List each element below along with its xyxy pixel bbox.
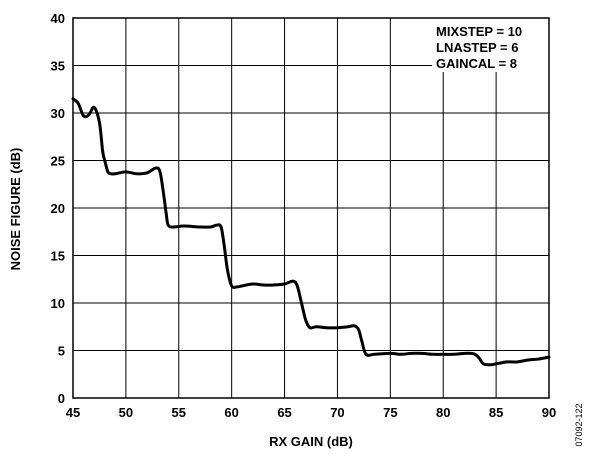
x-tick-label: 80 xyxy=(436,405,450,420)
annotation-line: MIXSTEP = 10 xyxy=(436,24,522,39)
annotation-box: MIXSTEP = 10 LNASTEP = 6 GAINCAL = 8 xyxy=(436,24,522,71)
y-tick-label: 40 xyxy=(51,11,65,26)
x-tick-label: 50 xyxy=(119,405,133,420)
x-tick-label: 65 xyxy=(277,405,291,420)
y-tick-label: 35 xyxy=(51,59,65,74)
x-axis-label: RX GAIN (dB) xyxy=(269,434,353,449)
y-tick-label: 25 xyxy=(51,154,65,169)
x-tick-label: 55 xyxy=(172,405,186,420)
y-tick-label: 0 xyxy=(58,391,65,406)
plot-border xyxy=(72,17,550,399)
x-tick-label: 85 xyxy=(489,405,503,420)
y-tick-label: 5 xyxy=(58,344,65,359)
x-tick-label: 60 xyxy=(224,405,238,420)
plot-frame xyxy=(72,17,550,399)
x-tick-label: 45 xyxy=(66,405,80,420)
x-tick-label: 70 xyxy=(330,405,344,420)
y-tick-label: 10 xyxy=(51,296,65,311)
series-line xyxy=(71,97,551,367)
y-axis-label: NOISE FIGURE (dB) xyxy=(8,148,23,271)
grid xyxy=(73,18,549,398)
y-tick-label: 15 xyxy=(51,249,65,264)
annotation-line: LNASTEP = 6 xyxy=(436,40,518,55)
figure-id: 07092-122 xyxy=(574,403,584,446)
series-group xyxy=(71,97,551,367)
x-tick-label: 75 xyxy=(383,405,397,420)
y-axis-ticks: 0 5 10 15 20 25 30 35 40 xyxy=(51,11,65,406)
x-axis-ticks: 45 50 55 60 65 70 75 80 85 90 xyxy=(66,405,556,420)
annotation-line: GAINCAL = 8 xyxy=(436,56,517,71)
y-tick-label: 30 xyxy=(51,106,65,121)
x-tick-label: 90 xyxy=(542,405,556,420)
y-tick-label: 20 xyxy=(51,201,65,216)
